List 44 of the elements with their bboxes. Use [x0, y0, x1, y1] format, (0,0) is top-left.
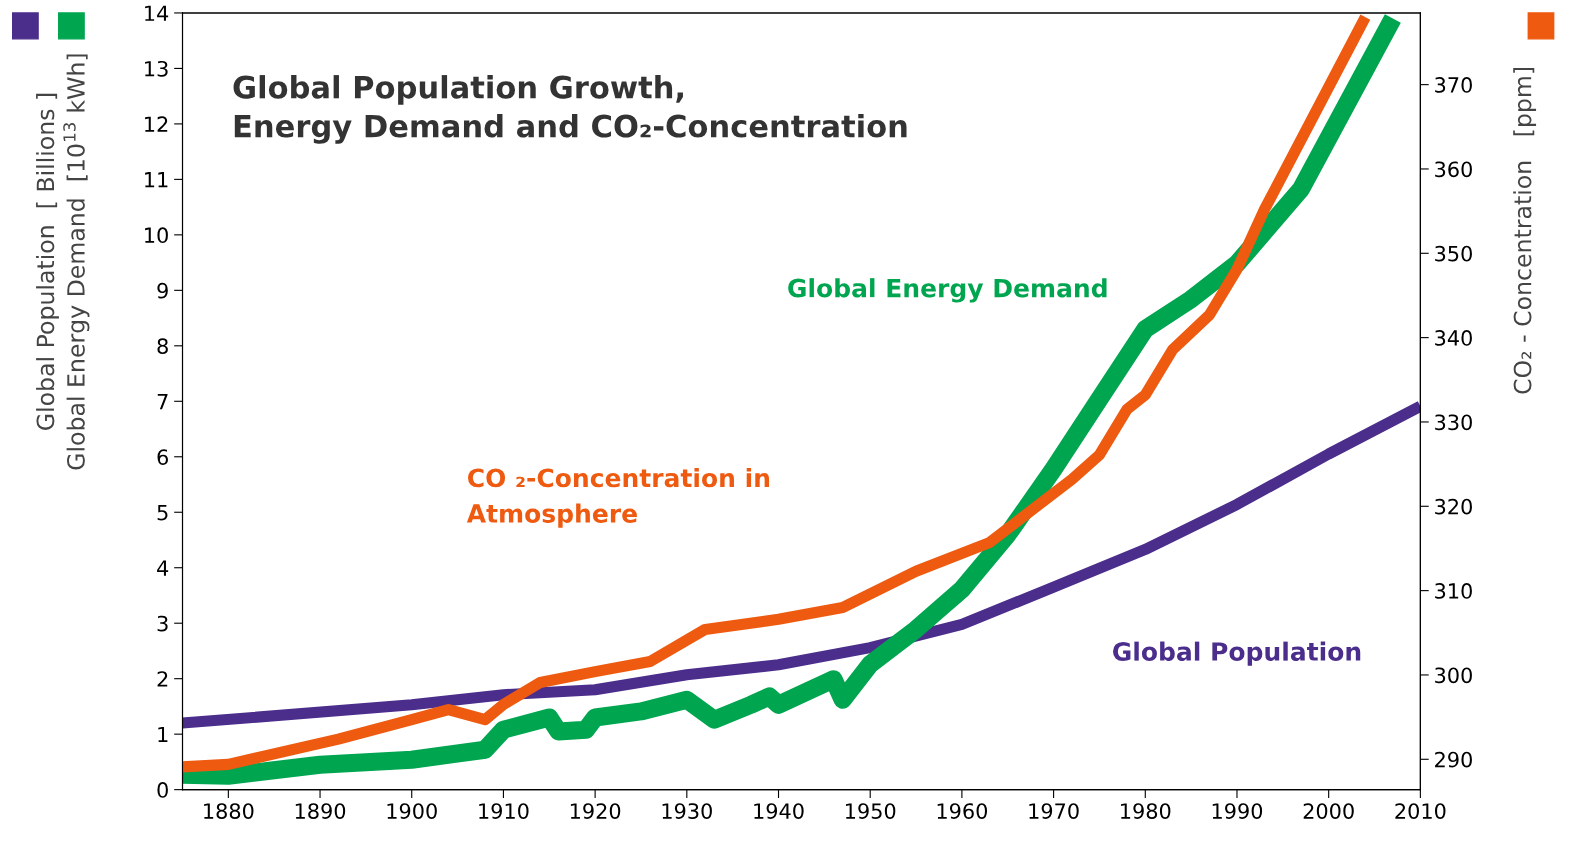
x-tick-label: 1970	[1029, 803, 1079, 819]
x-tick-label: 2000	[1303, 803, 1354, 819]
x-tick-label: 1990	[1212, 803, 1263, 819]
y2-tick-label: 370	[1435, 77, 1472, 93]
x-tick-label: 1900	[387, 803, 437, 819]
y-tick-label: 4	[157, 560, 169, 576]
y2-axis-title: CO₂ - Concentration [ppm]	[1513, 67, 1537, 394]
x-tick-label: 1910	[479, 803, 529, 819]
y-tick-label: 2	[157, 671, 168, 687]
x-tick-label: 2010	[1395, 803, 1446, 819]
y2-tick-label: 320	[1435, 498, 1472, 515]
y-tick-label: 8	[157, 338, 168, 355]
y2-tick-label: 330	[1435, 414, 1472, 431]
x-tick-label: 1920	[570, 803, 621, 819]
y-axis-title: Global Population [ Billions ] Global Energy Demand [10$^{13}$ kWh]	[36, 54, 90, 470]
x-tick-label: 1880	[204, 803, 254, 819]
y-tick-label: 12	[145, 116, 168, 132]
x-tick-label: 1890	[295, 803, 346, 819]
text: CO ₂-Concentration in Atmosphere	[466, 467, 770, 528]
y-tick-label: 5	[157, 504, 168, 521]
x-tick-label: 1960	[937, 803, 988, 819]
y-tick-label: 10	[145, 227, 168, 244]
y2-tick-label: 300	[1435, 667, 1472, 684]
y-tick-label: 14	[145, 5, 169, 21]
y-tick-label: 11	[145, 172, 168, 188]
text: Global Population Growth, Energy Demand and CO₂-Concentration	[233, 75, 907, 144]
x-tick-label: 1980	[1121, 803, 1171, 819]
x-tick-label: 1940	[754, 803, 804, 819]
text: Global Population	[1113, 641, 1361, 666]
series-label: Global Energy Demand	[788, 278, 1107, 303]
y2-tick-label: 310	[1435, 583, 1472, 599]
y2-tick-label: 340	[1435, 330, 1472, 346]
y-tick-label: 7	[157, 394, 168, 410]
y-tick-label: 6	[157, 449, 168, 465]
y-tick-label: 3	[157, 615, 168, 632]
y2-tick-label: 290	[1435, 751, 1472, 768]
x-tick-label: 1950	[845, 803, 896, 819]
y2-tick-label: 360	[1435, 161, 1472, 178]
y2-tick-label: 350	[1435, 245, 1472, 262]
y-tick-label: 13	[145, 60, 168, 77]
y-tick-label: 1	[158, 726, 168, 743]
x-tick-label: 1930	[662, 803, 712, 819]
y-tick-label: 9	[157, 282, 168, 299]
y-tick-label: 0	[157, 782, 168, 798]
